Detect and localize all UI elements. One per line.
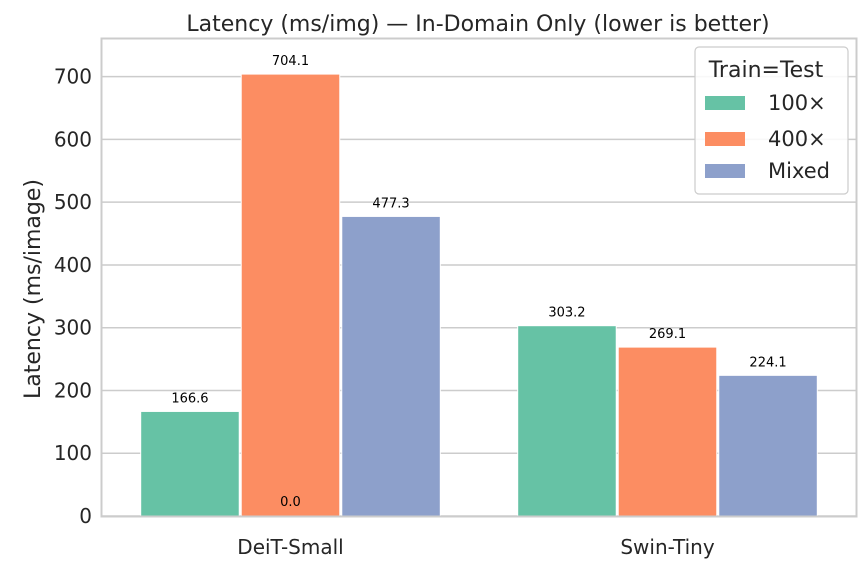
y-ticks: 0 100 200 300 400 500 600 700 xyxy=(54,65,92,528)
y-tick-label: 500 xyxy=(54,190,92,214)
legend-swatch-400x xyxy=(705,132,745,146)
legend-label-400x: 400× xyxy=(768,127,826,151)
legend-swatch-100x xyxy=(705,96,745,110)
y-tick-label: 700 xyxy=(54,65,92,89)
y-tick-label: 200 xyxy=(54,378,92,402)
zero-value-label: 0.0 xyxy=(280,495,301,510)
y-axis-label: Latency (ms/image) xyxy=(21,179,46,399)
x-tick-label: Swin-Tiny xyxy=(620,535,715,559)
legend-title: Train=Test xyxy=(708,58,824,83)
y-tick-label: 0 xyxy=(79,504,92,528)
legend-box xyxy=(694,46,849,195)
legend-label-100x: 100× xyxy=(768,91,826,115)
bar-value-label: 166.6 xyxy=(171,391,208,406)
bars xyxy=(140,73,818,517)
y-tick-label: 300 xyxy=(54,316,92,340)
bar xyxy=(617,346,718,517)
bar-value-label: 704.1 xyxy=(272,54,309,69)
bar-value-label: 303.2 xyxy=(548,306,585,321)
plot-frame xyxy=(100,37,858,518)
bar xyxy=(140,410,240,517)
legend-label-mixed: Mixed xyxy=(768,159,830,183)
legend-swatch-mixed xyxy=(705,164,745,178)
bar xyxy=(517,325,617,517)
x-tick-label: DeiT-Small xyxy=(237,535,343,559)
bar xyxy=(341,215,441,517)
legend: Train=Test 100× 400× Mixed xyxy=(694,46,849,195)
y-tick-label: 600 xyxy=(54,127,92,151)
y-tick-label: 400 xyxy=(54,253,92,277)
bar xyxy=(718,374,818,517)
chart-title: Latency (ms/img) — In-Domain Only (lower… xyxy=(186,12,769,37)
bar-value-label: 477.3 xyxy=(372,196,409,211)
bar xyxy=(240,73,341,517)
x-ticks: DeiT-Small Swin-Tiny xyxy=(237,535,715,559)
y-tick-label: 100 xyxy=(54,441,92,465)
bar-value-label: 269.1 xyxy=(649,327,686,342)
bar-value-labels: 166.6 704.1 477.3 0.0 303.2 269.1 224.1 xyxy=(171,54,786,510)
bar-value-label: 224.1 xyxy=(749,355,786,370)
